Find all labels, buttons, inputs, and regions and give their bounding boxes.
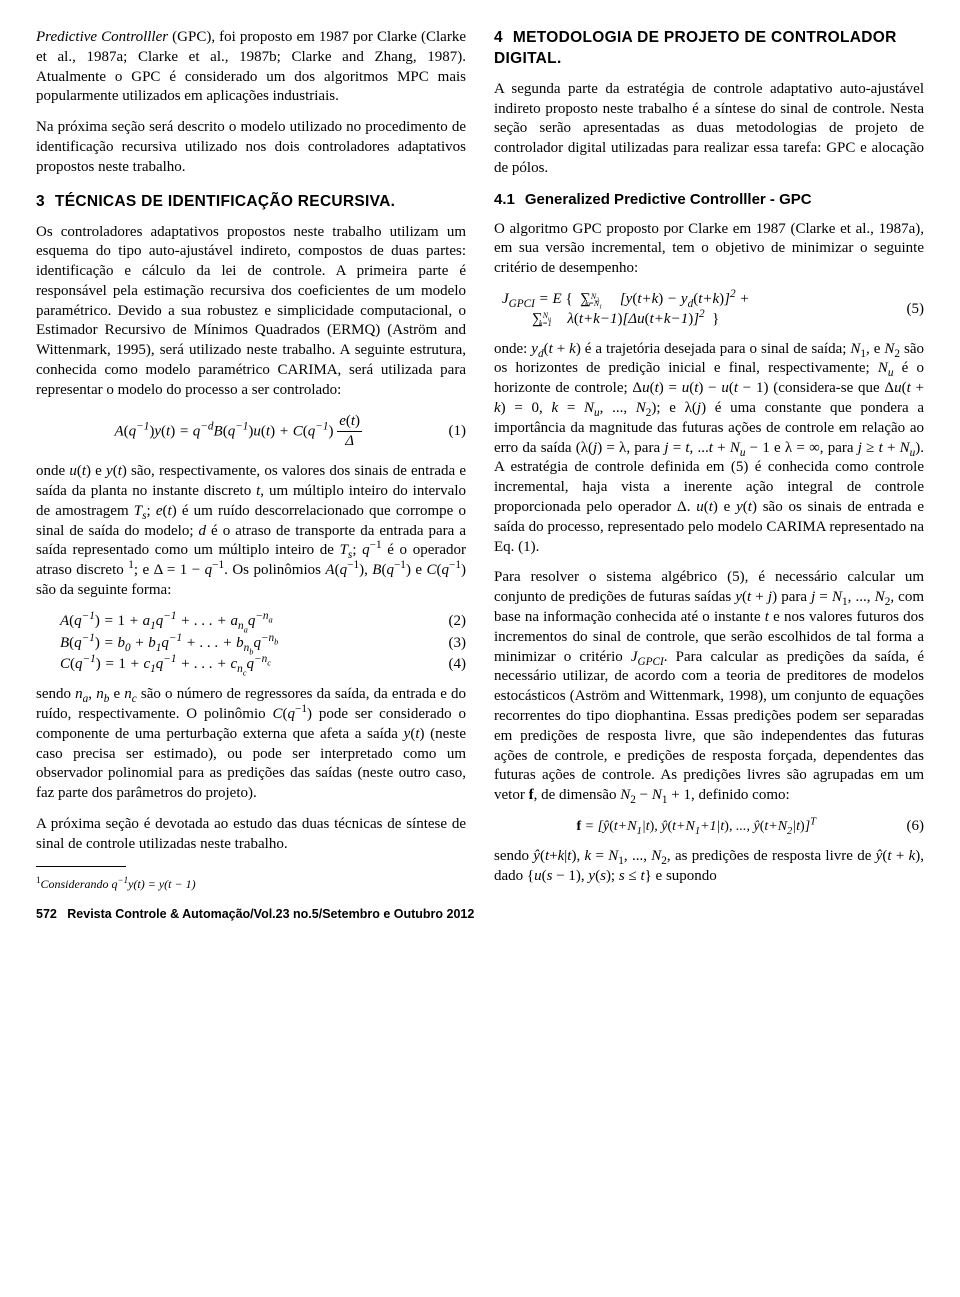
intro-para-2: Na próxima seção será descrito o modelo …	[36, 118, 466, 177]
sec4-para-1: A segunda parte da estratégia de control…	[494, 80, 924, 179]
footer-text: Revista Controle & Automação/Vol.23 no.5…	[67, 907, 474, 921]
section-4-1-num: 4.1	[494, 190, 515, 210]
sec3-para-1: Os controladores adaptativos propostos n…	[36, 223, 466, 401]
intro-para-1: Predictive Controlller (GPC), foi propos…	[36, 28, 466, 107]
sec3-para-2: onde u(t) e y(t) são, respectivamente, o…	[36, 462, 466, 601]
eq6-num: (6)	[899, 817, 925, 837]
section-4-1-title: 4.1Generalized Predictive Controlller - …	[494, 190, 924, 210]
page-number: 572	[36, 907, 57, 921]
footnote-block: 1Considerando q−1y(t) = y(t − 1)	[36, 866, 466, 893]
eq1-num: (1)	[441, 422, 467, 442]
eq5-num: (5)	[899, 300, 925, 320]
section-3-title: 3TÉCNICAS DE IDENTIFICAÇÃO RECURSIVA.	[36, 192, 466, 213]
equation-5: JGPCI = E { ∑N2k=N1 [y(t+k) − yd(t+k)]2 …	[494, 290, 924, 330]
sec41-para-1: O algoritmo GPC proposto por Clarke em 1…	[494, 220, 924, 279]
section-3-num: 3	[36, 192, 45, 213]
sec41-para-4: sendo ŷ(t+k|t), k = N1, ..., N2, as pred…	[494, 847, 924, 887]
page-footer: 572 Revista Controle & Automação/Vol.23 …	[36, 906, 924, 923]
equations-2-4: A(q−1) = 1 + a1q−1 + . . . + anaq−na(2) …	[36, 612, 466, 675]
sec41-para-3: Para resolver o sistema algébrico (5), é…	[494, 568, 924, 806]
section-4-num: 4	[494, 28, 503, 49]
sec3-para-4: A próxima seção é devotada ao estudo das…	[36, 815, 466, 855]
equation-1: A(q−1)y(t) = q−dB(q−1)u(t) + C(q−1) e(t)…	[36, 412, 466, 453]
equation-6: f = [ŷ(t+N1|t), ŷ(t+N1+1|t), ..., ŷ(t+N2…	[494, 817, 924, 837]
sec41-para-2: onde: yd(t + k) é a trajetória desejada …	[494, 340, 924, 558]
section-4-title: 4METODOLOGIA DE PROJETO DE CONTROLADOR D…	[494, 28, 924, 70]
sec3-para-3: sendo na, nb e nc são o número de regres…	[36, 685, 466, 804]
